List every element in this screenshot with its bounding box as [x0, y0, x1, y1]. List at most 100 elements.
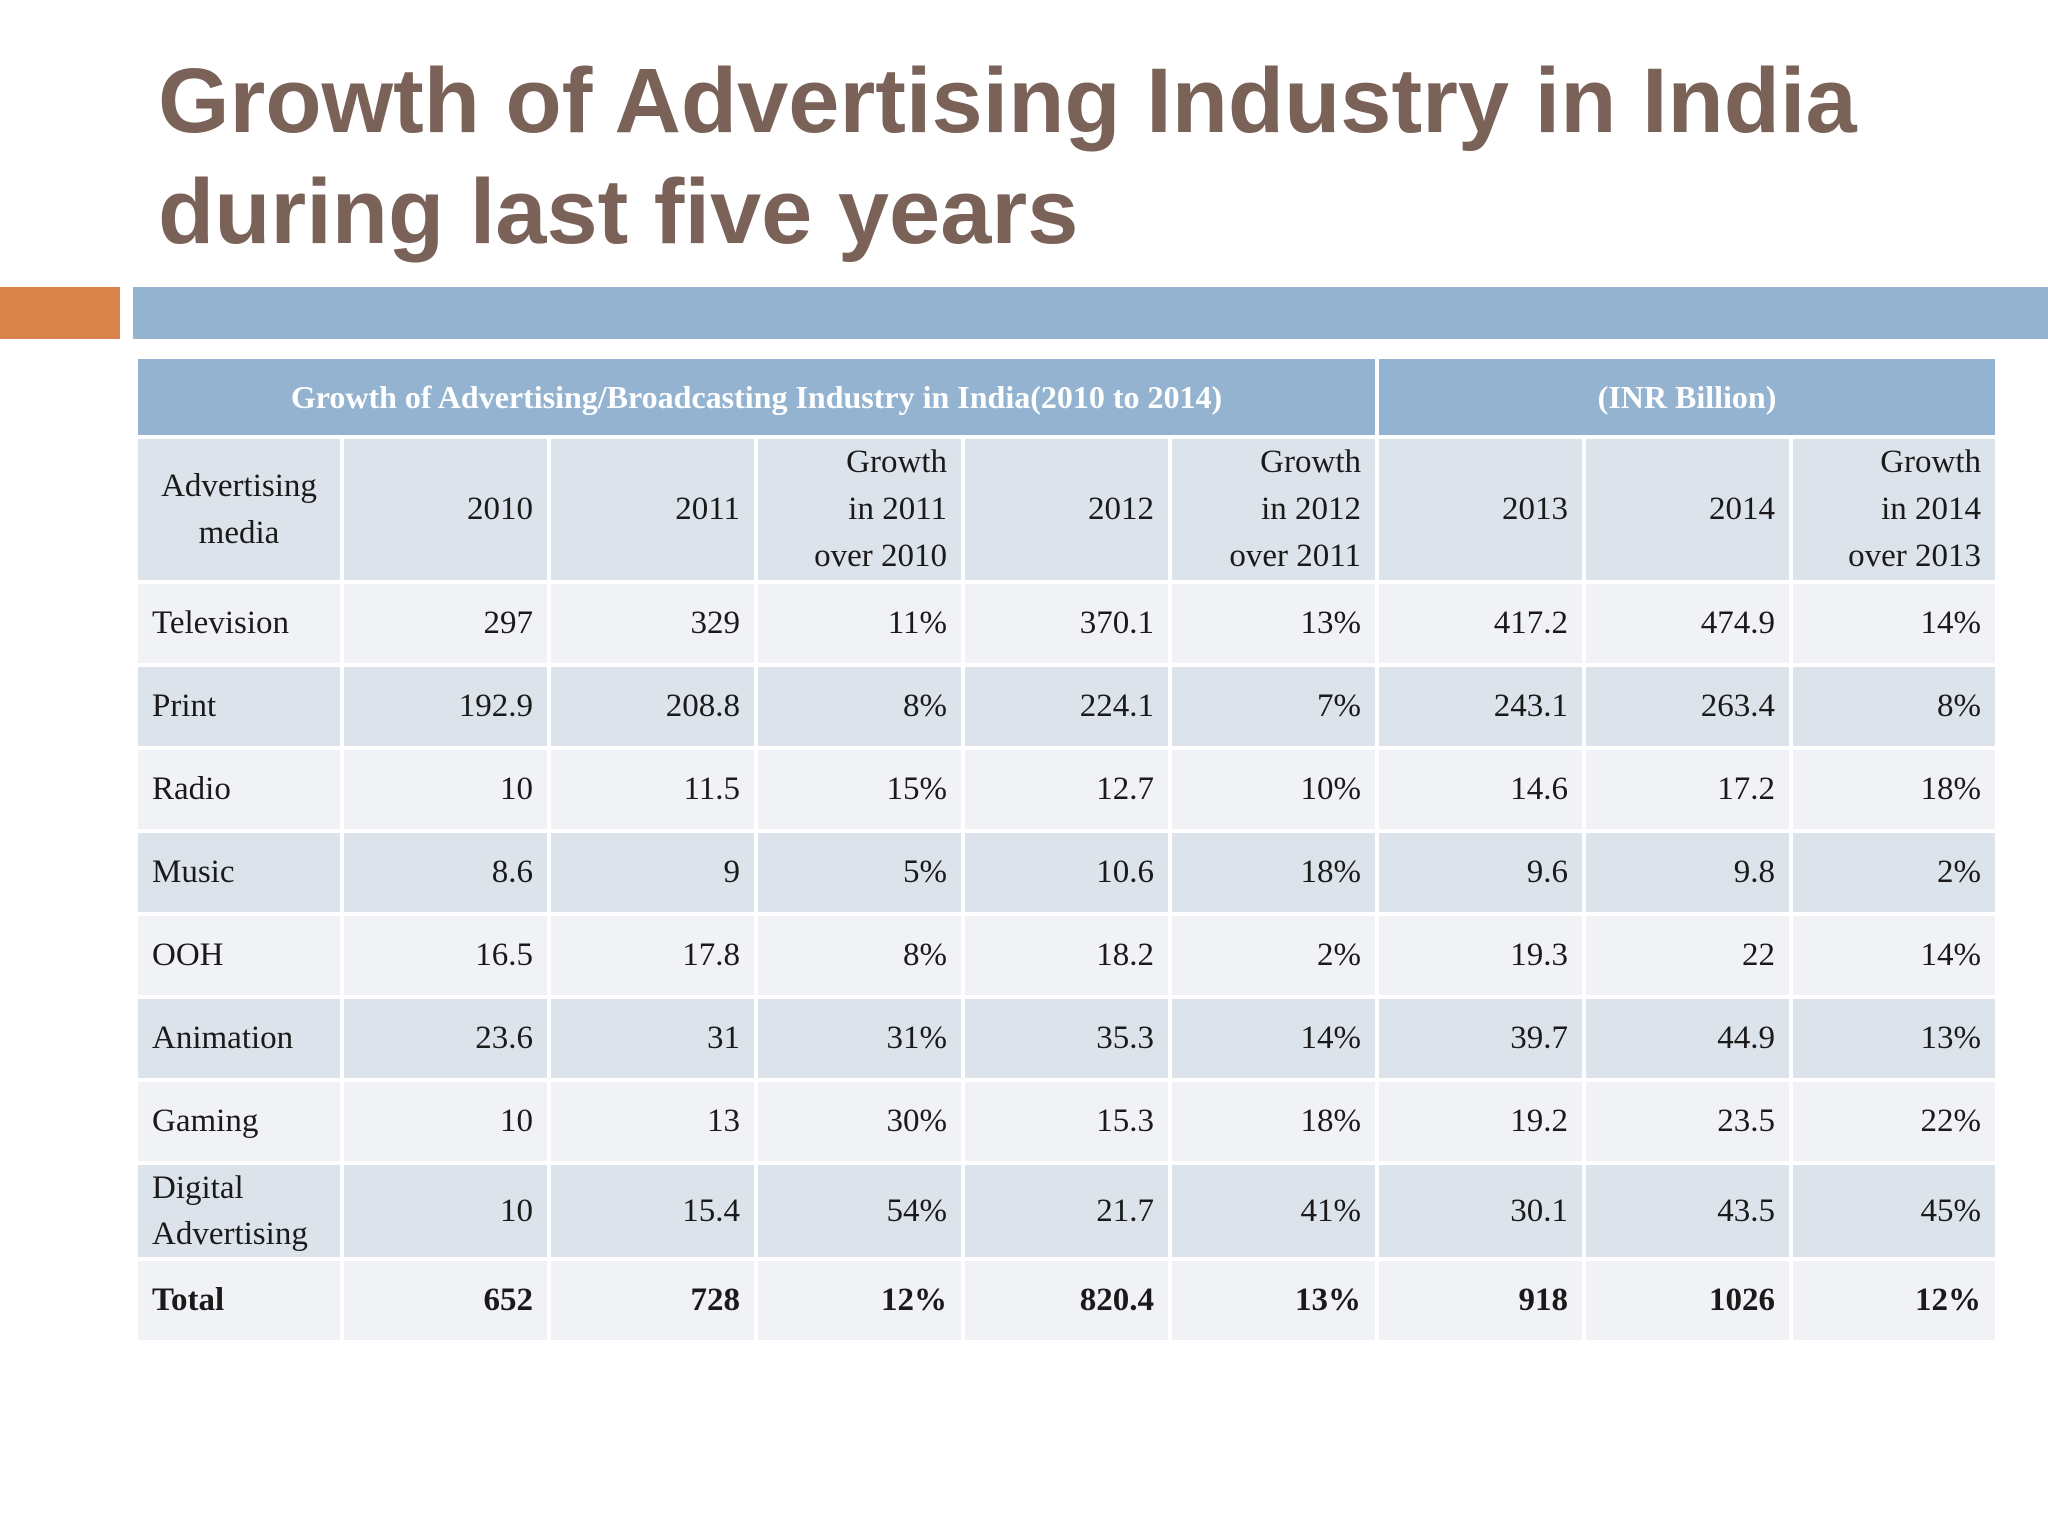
advertising-growth-table-container: Growth of Advertising/Broadcasting Indus…: [138, 359, 1996, 1340]
header-2013: 2013: [1379, 439, 1582, 580]
cell-media: Music: [138, 833, 340, 912]
cell-2011: 13: [551, 1082, 754, 1161]
table-row: Gaming 10 13 30% 15.3 18% 19.2 23.5 22%: [138, 1082, 1996, 1161]
cell-growth-2012: 10%: [1172, 750, 1375, 829]
cell-growth-2011: 5%: [758, 833, 961, 912]
table-total-row: Total 652 728 12% 820.4 13% 918 1026 12%: [138, 1261, 1996, 1340]
cell-media: Television: [138, 584, 340, 663]
cell-2013: 14.6: [1379, 750, 1582, 829]
accent-bar-orange: [0, 287, 120, 339]
cell-growth-2012: 41%: [1172, 1165, 1375, 1257]
cell-2013: 30.1: [1379, 1165, 1582, 1257]
cell-2012: 15.3: [965, 1082, 1168, 1161]
cell-2014: 9.8: [1586, 833, 1789, 912]
cell-2012: 18.2: [965, 916, 1168, 995]
slide-title-line-2: during last five years: [158, 161, 1079, 263]
slide-title-line-1: Growth of Advertising Industry in India: [158, 50, 1857, 152]
header-growth-2011: Growth in 2011 over 2010: [758, 439, 961, 580]
header-growth-2012: Growth in 2012 over 2011: [1172, 439, 1375, 580]
cell-2014: 43.5: [1586, 1165, 1789, 1257]
cell-total-growth-2012: 13%: [1172, 1261, 1375, 1340]
cell-2013: 39.7: [1379, 999, 1582, 1078]
header-2014: 2014: [1586, 439, 1789, 580]
cell-2011: 11.5: [551, 750, 754, 829]
cell-growth-2012: 7%: [1172, 667, 1375, 746]
cell-2012: 370.1: [965, 584, 1168, 663]
cell-2011: 329: [551, 584, 754, 663]
cell-2014: 22: [1586, 916, 1789, 995]
cell-2010: 16.5: [344, 916, 547, 995]
table-caption-row: Growth of Advertising/Broadcasting Indus…: [138, 359, 1996, 435]
cell-growth-2012: 18%: [1172, 833, 1375, 912]
cell-2014: 23.5: [1586, 1082, 1789, 1161]
header-2012: 2012: [965, 439, 1168, 580]
cell-media: Animation: [138, 999, 340, 1078]
table-header-row: Advertising media 2010 2011 Growth in 20…: [138, 439, 1996, 580]
cell-growth-2012: 14%: [1172, 999, 1375, 1078]
cell-2012: 12.7: [965, 750, 1168, 829]
table-row: Music 8.6 9 5% 10.6 18% 9.6 9.8 2%: [138, 833, 1996, 912]
accent-bar-blue: [133, 287, 2048, 339]
cell-total-2011: 728: [551, 1261, 754, 1340]
cell-2013: 243.1: [1379, 667, 1582, 746]
table-unit: (INR Billion): [1379, 359, 1996, 435]
cell-2011: 17.8: [551, 916, 754, 995]
cell-2014: 474.9: [1586, 584, 1789, 663]
cell-growth-2011: 54%: [758, 1165, 961, 1257]
header-advertising-media: Advertising media: [138, 439, 340, 580]
cell-media: Digital Advertising: [138, 1165, 340, 1257]
cell-growth-2012: 2%: [1172, 916, 1375, 995]
cell-media: Print: [138, 667, 340, 746]
table-row: Television 297 329 11% 370.1 13% 417.2 4…: [138, 584, 1996, 663]
cell-2013: 417.2: [1379, 584, 1582, 663]
cell-2014: 17.2: [1586, 750, 1789, 829]
cell-growth-2011: 31%: [758, 999, 961, 1078]
table-row: Digital Advertising 10 15.4 54% 21.7 41%…: [138, 1165, 1996, 1257]
cell-growth-2014: 8%: [1793, 667, 1996, 746]
cell-media: Gaming: [138, 1082, 340, 1161]
cell-2014: 44.9: [1586, 999, 1789, 1078]
cell-growth-2014: 45%: [1793, 1165, 1996, 1257]
cell-2010: 297: [344, 584, 547, 663]
cell-2012: 35.3: [965, 999, 1168, 1078]
cell-total-2013: 918: [1379, 1261, 1582, 1340]
cell-2010: 10: [344, 1165, 547, 1257]
cell-growth-2012: 13%: [1172, 584, 1375, 663]
header-2011: 2011: [551, 439, 754, 580]
cell-growth-2014: 13%: [1793, 999, 1996, 1078]
cell-growth-2014: 22%: [1793, 1082, 1996, 1161]
cell-total-2012: 820.4: [965, 1261, 1168, 1340]
cell-2010: 192.9: [344, 667, 547, 746]
table-row: Animation 23.6 31 31% 35.3 14% 39.7 44.9…: [138, 999, 1996, 1078]
cell-2010: 10: [344, 1082, 547, 1161]
cell-2010: 23.6: [344, 999, 547, 1078]
cell-2010: 8.6: [344, 833, 547, 912]
table-row: Print 192.9 208.8 8% 224.1 7% 243.1 263.…: [138, 667, 1996, 746]
cell-growth-2014: 14%: [1793, 916, 1996, 995]
cell-2011: 208.8: [551, 667, 754, 746]
cell-growth-2011: 15%: [758, 750, 961, 829]
slide-title: Growth of Advertising Industry in India …: [158, 46, 2008, 268]
cell-2013: 9.6: [1379, 833, 1582, 912]
cell-2013: 19.3: [1379, 916, 1582, 995]
cell-media: Radio: [138, 750, 340, 829]
cell-2011: 9: [551, 833, 754, 912]
advertising-growth-table: Growth of Advertising/Broadcasting Indus…: [134, 355, 1999, 1344]
cell-growth-2011: 8%: [758, 916, 961, 995]
cell-total-growth-2011: 12%: [758, 1261, 961, 1340]
cell-growth-2014: 18%: [1793, 750, 1996, 829]
cell-2012: 224.1: [965, 667, 1168, 746]
cell-2013: 19.2: [1379, 1082, 1582, 1161]
cell-growth-2014: 2%: [1793, 833, 1996, 912]
cell-2012: 10.6: [965, 833, 1168, 912]
cell-2011: 15.4: [551, 1165, 754, 1257]
cell-total-2014: 1026: [1586, 1261, 1789, 1340]
cell-2011: 31: [551, 999, 754, 1078]
table-row: OOH 16.5 17.8 8% 18.2 2% 19.3 22 14%: [138, 916, 1996, 995]
cell-growth-2014: 14%: [1793, 584, 1996, 663]
cell-total-label: Total: [138, 1261, 340, 1340]
table-caption: Growth of Advertising/Broadcasting Indus…: [138, 359, 1375, 435]
cell-total-growth-2014: 12%: [1793, 1261, 1996, 1340]
cell-growth-2011: 11%: [758, 584, 961, 663]
cell-media: OOH: [138, 916, 340, 995]
